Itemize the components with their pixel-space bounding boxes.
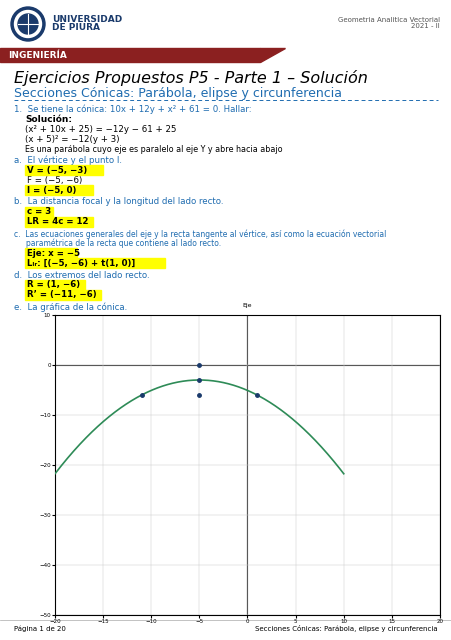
Circle shape [11,7,45,41]
Bar [25,207,53,217]
Text: c = 3: c = 3 [27,207,51,216]
Text: R’ = (−11, −6): R’ = (−11, −6) [27,291,97,300]
Text: I = (−5, 0): I = (−5, 0) [27,186,76,195]
Text: e.  La gráfica de la cónica.: e. La gráfica de la cónica. [14,302,127,312]
Text: Eje: Eje [242,303,252,307]
Text: Lₗᵣ: [(−5, −6) + t(1, 0)]: Lₗᵣ: [(−5, −6) + t(1, 0)] [27,259,135,268]
Bar [25,290,101,300]
Text: DE PIURA: DE PIURA [52,24,100,33]
Polygon shape [259,48,285,62]
Text: Eje: x = −5: Eje: x = −5 [27,248,80,257]
Bar [25,248,77,258]
Text: Es una parábola cuyo eje es paralelo al eje Y y abre hacia abajo: Es una parábola cuyo eje es paralelo al … [25,145,282,154]
Text: V = (−5, −3): V = (−5, −3) [27,166,87,175]
Text: (x² + 10x + 25) = −12y − 61 + 25: (x² + 10x + 25) = −12y − 61 + 25 [25,125,176,134]
Text: 1.  Se tiene la cónica: 10x + 12y + x² + 61 = 0. Hallar:: 1. Se tiene la cónica: 10x + 12y + x² + … [14,104,251,114]
Bar [25,280,85,290]
Text: Secciones Cónicas: Parábola, elipse y circunferencia: Secciones Cónicas: Parábola, elipse y ci… [14,86,341,99]
Text: Geometria Analitica Vectorial
2021 - II: Geometria Analitica Vectorial 2021 - II [337,17,439,29]
Text: Ejercicios Propuestos P5 - Parte 1 – Solución: Ejercicios Propuestos P5 - Parte 1 – Sol… [14,70,367,86]
Text: (x + 5)² = −12(y + 3): (x + 5)² = −12(y + 3) [25,136,119,145]
Text: Solución:: Solución: [25,115,72,125]
Text: b.  La distancia focal y la longitud del lado recto.: b. La distancia focal y la longitud del … [14,198,223,207]
Text: INGENIERÍA: INGENIERÍA [8,51,67,60]
Text: Secciones Cónicas: Parábola, elipse y circunferencia: Secciones Cónicas: Parábola, elipse y ci… [255,625,437,632]
Text: R = (1, −6): R = (1, −6) [27,280,80,289]
Circle shape [18,14,38,34]
Bar [25,217,93,227]
Bar [25,258,165,268]
Bar [0,48,259,62]
Text: d.  Los extremos del lado recto.: d. Los extremos del lado recto. [14,271,149,280]
Bar [0,0,451,48]
Text: Página 1 de 20: Página 1 de 20 [14,626,66,632]
Text: UNIVERSIDAD: UNIVERSIDAD [52,15,122,24]
Bar [25,185,93,195]
Text: a.  El vértice y el punto I.: a. El vértice y el punto I. [14,156,122,164]
Text: LR = 4c = 12: LR = 4c = 12 [27,218,88,227]
Text: F = (−5, −6): F = (−5, −6) [27,175,82,184]
Circle shape [14,10,41,38]
Text: c.  Las ecuaciones generales del eje y la recta tangente al vértice, así como la: c. Las ecuaciones generales del eje y la… [14,229,386,239]
Bar [25,165,103,175]
Text: paramétrica de la recta que contiene al lado recto.: paramétrica de la recta que contiene al … [14,238,221,248]
